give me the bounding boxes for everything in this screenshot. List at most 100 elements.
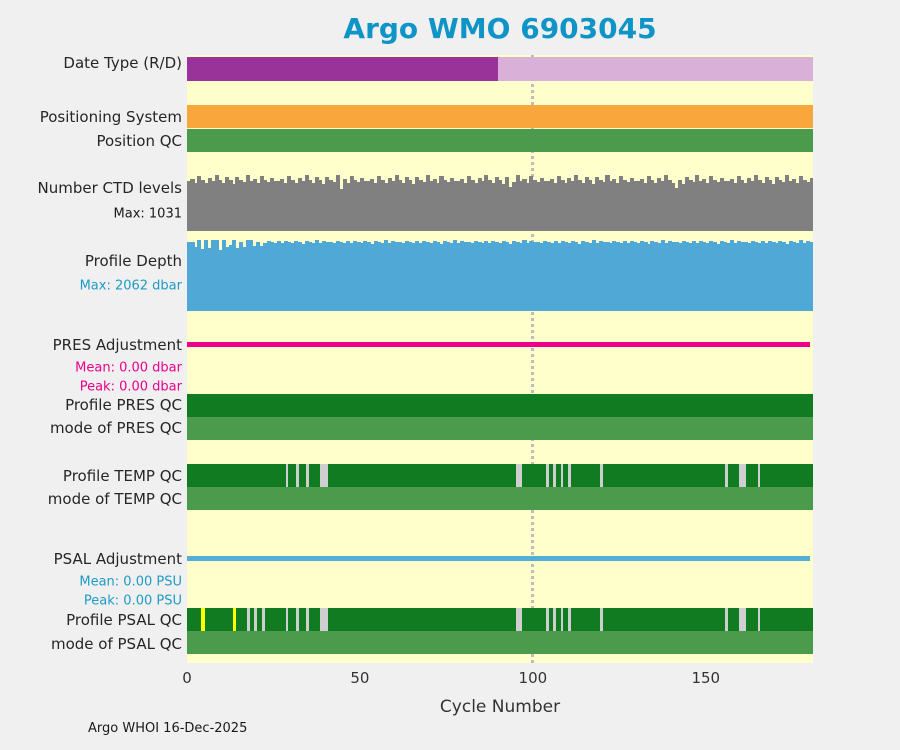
bar-profile-depth	[653, 241, 658, 311]
bar-profile-depth	[629, 240, 634, 311]
bar-ctd-levels	[560, 180, 565, 231]
bar-ctd-levels	[512, 182, 517, 231]
bar-profile-depth	[640, 241, 645, 311]
band-date-type-segment-0	[187, 57, 499, 81]
bar-ctd-levels	[691, 182, 696, 231]
row-sublabel-psal-adjustment-1: Peak: 0.00 PSU	[83, 593, 182, 609]
bar-profile-depth	[245, 240, 250, 311]
bar-ctd-levels	[356, 182, 361, 231]
bar-profile-depth	[522, 240, 527, 311]
bar-profile-depth	[685, 242, 690, 311]
bar-ctd-levels	[764, 176, 769, 231]
bar-profile-depth	[747, 242, 752, 311]
bar-profile-depth	[256, 242, 261, 311]
bar-ctd-levels	[581, 182, 586, 231]
bar-profile-depth	[505, 242, 510, 311]
bar-ctd-levels	[712, 180, 717, 231]
bar-ctd-levels	[408, 180, 413, 231]
bar-profile-depth	[321, 241, 326, 311]
bar-ctd-levels	[529, 176, 534, 231]
bar-profile-depth	[290, 243, 295, 311]
stripe-profile-psal-qc-3	[254, 608, 257, 631]
bar-ctd-levels	[449, 178, 454, 231]
stripe-profile-temp-qc-9	[600, 464, 604, 487]
bar-ctd-levels	[467, 176, 472, 231]
bar-profile-depth	[252, 246, 257, 311]
bar-ctd-levels	[640, 178, 645, 231]
bar-profile-depth	[733, 243, 738, 311]
bar-profile-depth	[311, 242, 316, 311]
stripe-profile-psal-qc-13	[568, 608, 572, 631]
bar-profile-depth	[785, 243, 790, 311]
bar-ctd-levels	[650, 180, 655, 231]
bar-profile-depth	[325, 242, 330, 311]
bar-profile-depth	[702, 242, 707, 311]
bar-ctd-levels	[301, 181, 306, 231]
stripe-profile-temp-qc-6	[552, 464, 556, 487]
bar-ctd-levels	[747, 177, 752, 231]
bar-ctd-levels	[646, 176, 652, 231]
bar-ctd-levels	[273, 180, 278, 231]
bar-ctd-levels	[761, 182, 766, 231]
bar-ctd-levels	[792, 178, 797, 231]
bar-ctd-levels	[750, 181, 755, 231]
bar-ctd-levels	[515, 175, 520, 231]
bar-ctd-levels	[480, 181, 486, 231]
bar-profile-depth	[591, 240, 596, 311]
bar-profile-depth	[225, 247, 230, 311]
bar-profile-depth	[204, 240, 209, 311]
bar-ctd-levels	[432, 178, 437, 231]
stripe-profile-psal-qc-1	[232, 608, 236, 631]
bar-ctd-levels	[622, 180, 627, 231]
bar-profile-depth	[401, 242, 406, 311]
bar-profile-depth	[543, 240, 548, 311]
bar-profile-depth	[187, 242, 192, 311]
bar-ctd-levels	[768, 180, 773, 231]
bar-profile-depth	[512, 240, 517, 311]
bar-ctd-levels	[401, 182, 406, 231]
bar-profile-depth	[439, 243, 444, 311]
bar-profile-depth	[460, 241, 465, 311]
bar-profile-depth	[318, 243, 323, 311]
bar-profile-depth	[259, 246, 264, 311]
bar-ctd-levels	[418, 179, 423, 231]
bar-profile-depth	[750, 240, 755, 311]
bar-ctd-levels	[294, 183, 299, 231]
bar-ctd-levels	[771, 183, 776, 231]
bar-ctd-levels	[463, 182, 468, 231]
bar-profile-depth	[474, 240, 479, 311]
bar-ctd-levels	[781, 182, 786, 231]
bar-ctd-levels	[557, 176, 562, 231]
bar-profile-depth	[384, 240, 389, 311]
bar-ctd-levels	[799, 176, 804, 231]
bar-profile-depth	[200, 248, 205, 311]
bar-profile-depth	[608, 242, 613, 311]
bar-profile-depth	[480, 243, 486, 311]
bar-ctd-levels	[218, 179, 223, 231]
bar-ctd-levels	[359, 178, 364, 231]
stripe-profile-psal-qc-9	[515, 608, 522, 631]
bar-profile-depth	[716, 243, 721, 311]
bar-ctd-levels	[214, 175, 219, 231]
bar-profile-depth	[263, 242, 268, 311]
stripe-profile-temp-qc-5	[545, 464, 549, 487]
bar-ctd-levels	[297, 177, 302, 231]
bar-ctd-levels	[795, 183, 800, 231]
bar-ctd-levels	[442, 180, 447, 231]
bar-ctd-levels	[225, 176, 230, 231]
bar-profile-depth	[411, 243, 416, 311]
band-date-type-segment-1	[498, 57, 813, 81]
bar-profile-depth	[332, 242, 337, 311]
bar-ctd-levels	[325, 176, 330, 231]
bar-profile-depth	[301, 243, 306, 311]
bar-ctd-levels	[553, 182, 558, 231]
bar-profile-depth	[314, 240, 319, 311]
bar-profile-depth	[276, 241, 281, 311]
row-label-mode-temp-qc: mode of TEMP QC	[47, 490, 182, 508]
bar-ctd-levels	[235, 176, 240, 231]
bar-ctd-levels	[546, 181, 551, 231]
x-tick-label-100: 100	[518, 669, 548, 687]
bar-ctd-levels	[508, 187, 513, 231]
bar-profile-depth	[678, 242, 683, 311]
bar-profile-depth	[211, 240, 216, 311]
